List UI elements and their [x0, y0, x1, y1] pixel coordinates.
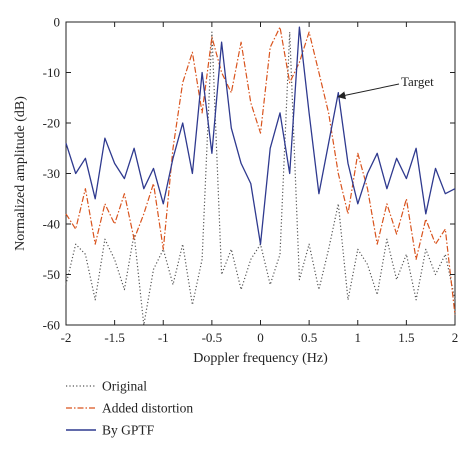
legend: Original Added distortion By GPTF	[66, 379, 193, 438]
series-line-added-distortion	[65, 26, 456, 315]
annotation-target-label: Target	[401, 74, 434, 89]
x-tick-label: 2	[452, 330, 459, 345]
plot-frame	[65, 21, 456, 326]
y-tick-label: -20	[43, 116, 60, 131]
y-tick-label: -60	[43, 318, 60, 333]
annotation-arrow	[337, 83, 400, 100]
y-tick-label: -40	[43, 217, 60, 232]
x-tick-label: 1	[355, 330, 362, 345]
x-tick-label: -0.5	[202, 330, 223, 345]
x-tick-label: -1	[158, 330, 169, 345]
x-tick-label: -1.5	[104, 330, 125, 345]
y-tick-label: 0	[54, 15, 61, 30]
y-tick-label: -10	[43, 65, 60, 80]
x-tick-label: 1.5	[398, 330, 414, 345]
series-layer	[65, 26, 456, 326]
x-axis-label: Doppler frequency (Hz)	[193, 351, 328, 366]
x-tick-label: 0.5	[301, 330, 317, 345]
y-tick-label: -30	[43, 166, 60, 181]
legend-label-original: Original	[102, 379, 147, 394]
annotation-layer: Target	[337, 74, 434, 100]
series-line-original	[65, 31, 456, 326]
legend-label-by-gptf: By GPTF	[102, 423, 155, 438]
axes-layer: -2 -1.5 -1 -0.5 0 0.5 1 1.5 2 0 -10 -20 -30 -40 -50 -60…	[13, 15, 458, 367]
plot-area	[65, 21, 456, 326]
y-axis-label: Normalized amplitude (dB)	[13, 96, 28, 251]
series-line-by-gptf	[65, 26, 456, 245]
y-tick-label: -50	[43, 267, 60, 282]
legend-label-added-distortion: Added distortion	[102, 401, 193, 416]
x-tick-label: -2	[61, 330, 72, 345]
x-tick-label: 0	[257, 330, 264, 345]
